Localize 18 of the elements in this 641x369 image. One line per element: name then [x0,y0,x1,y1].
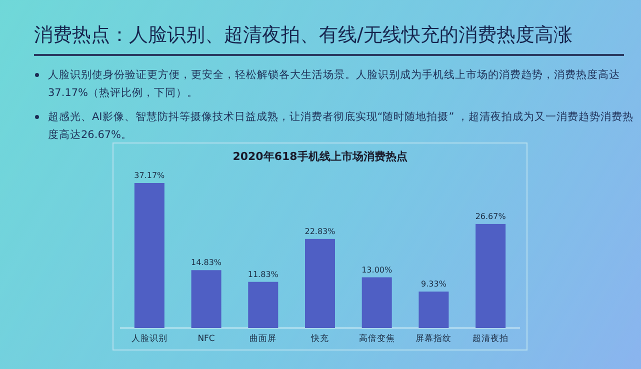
x-tick-label: 曲面屏 [250,333,277,344]
chart-title: 消费热点：人脸识别、超清夜拍、有线/无线快充的消费热度高涨 [34,22,624,56]
x-tick-label: 超清夜拍 [472,333,509,344]
text: 人脸识别使身份验证更方便，更安全，轻松解锁各大生活场景。人脸识别成为手机线上市场的消费趋势，消费热度高达37.17%（热评比例，下同）。 [48,68,621,101]
x-tick-label: 高倍变焦 [358,333,395,344]
data-label: 14.83% [191,258,222,268]
data-label: 11.83% [248,270,279,279]
data-label: 13.00% [362,265,392,274]
x-tick-label: NFC [198,334,215,344]
x-tick-label: 人脸识别 [131,333,168,344]
x-tick-label: 快充 [310,333,329,344]
text: 超感光、AI影像、智慧防抖等摄像技术日益成熟，让消费者彻底实现“随时随地拍摄” ，超清夜拍成为又一消费趋势消费热度高达26.67%。 [48,110,634,143]
data-label: 26.67% [475,212,506,221]
chart-subtitle: 2020年618手机线上市场消费热点 [232,150,408,163]
data-label: 22.83% [304,226,336,236]
data-label: 9.33% [421,280,447,289]
x-tick-label: 屏幕指纹 [416,333,452,344]
data-label: 37.17% [134,171,166,180]
